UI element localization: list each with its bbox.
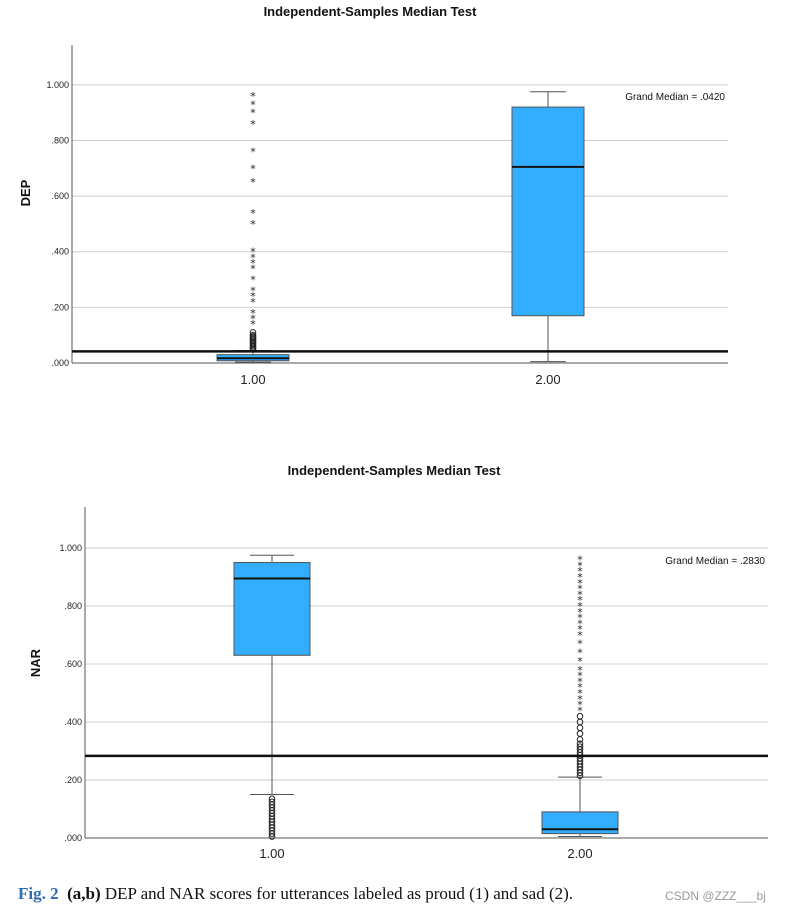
chart-b-outlier-star: *	[577, 594, 583, 607]
chart-a-outlier-star: *	[250, 257, 256, 270]
chart-a-outlier-circle	[249, 331, 257, 339]
chart-a-outlier-star: *	[250, 312, 256, 325]
chart-a-x-tick-label: 2.00	[535, 372, 560, 387]
chart-b-outlier-star: *	[577, 670, 583, 683]
chart-b-outlier-star: *	[577, 600, 583, 613]
chart-b-ytick-label: .000	[64, 833, 82, 843]
chart-b-outlier-circle	[268, 798, 276, 806]
chart-b-y-axis-label: NAR	[28, 648, 43, 677]
chart-b-outlier-star: *	[577, 583, 583, 596]
chart-a-outlier-star: *	[250, 290, 256, 303]
chart-b-ytick-label: .400	[64, 717, 82, 727]
chart-b-outlier-star: *	[577, 664, 583, 677]
chart-b-outlier-star: *	[577, 588, 583, 601]
chart-b-outlier-star: *	[577, 565, 583, 578]
chart-a-title: Independent-Samples Median Test	[264, 4, 478, 19]
chart-b-box-2.00	[541, 811, 619, 835]
chart-a-outlier-circle	[249, 329, 257, 336]
chart-b-outlier-star: *	[577, 606, 583, 619]
chart-b-outlier-star: *	[577, 655, 583, 668]
chart-a-outlier-star: *	[250, 176, 256, 189]
chart-b-ytick-label: .200	[64, 775, 82, 785]
chart-b-ytick-label: .600	[64, 659, 82, 669]
chart-b-title: Independent-Samples Median Test	[288, 463, 502, 478]
caption-panels: (a,b)	[67, 884, 101, 903]
chart-b-x-tick-label: 2.00	[567, 846, 592, 861]
chart-b-outlier-circle	[576, 712, 584, 720]
chart-b-outlier-star: *	[577, 577, 583, 590]
chart-a-ytick-label: .200	[51, 302, 69, 312]
chart-b-outlier-star: *	[577, 675, 583, 688]
chart-a-outlier-star: *	[250, 118, 256, 131]
chart-b-outlier-circle	[268, 795, 276, 803]
chart-a-ytick-label: .600	[51, 191, 69, 201]
chart-b-grand-median-label: Grand Median = .2830	[665, 556, 765, 567]
chart-a-outlier-star: *	[250, 262, 256, 275]
chart-b-outlier-circle	[576, 740, 584, 748]
chart-a-outlier-star: *	[250, 318, 256, 331]
chart-a-outlier-star: *	[250, 274, 256, 287]
chart-b-outlier-star: *	[577, 693, 583, 706]
chart-b-outlier-circle	[576, 730, 584, 737]
chart-b-outlier-circle	[576, 724, 584, 732]
chart-b-ytick-label: 1.000	[59, 543, 82, 553]
chart-a: Independent-Samples Median Test .000 .200.…	[0, 0, 786, 395]
watermark: CSDN @ZZZ___bj	[665, 889, 766, 903]
chart-b-outlier-star: *	[577, 554, 583, 567]
figure-caption: Fig. 2 (a,b) DEP and NAR scores for utte…	[18, 884, 778, 904]
chart-a-x-tick-label: 1.00	[240, 372, 265, 387]
chart-a-ytick-label: .800	[51, 135, 69, 145]
chart-b-outlier-star: *	[577, 638, 583, 651]
chart-a-outlier-star: *	[250, 251, 256, 264]
chart-b-outlier-star: *	[577, 681, 583, 694]
chart-a-box-2.00	[511, 106, 585, 317]
chart-b-outlier-star: *	[577, 617, 583, 630]
chart-a-outlier-star: *	[250, 90, 256, 103]
caption-text: DEP and NAR scores for utterances labele…	[104, 884, 574, 903]
chart-a-outlier-star: *	[250, 246, 256, 259]
chart-a-y-axis-label: DEP	[18, 179, 33, 206]
chart-a-outlier-star: *	[250, 307, 256, 320]
chart-a-outlier-star: *	[250, 146, 256, 159]
chart-b-outlier-star: *	[577, 704, 583, 717]
chart-a-outlier-star: *	[250, 285, 256, 298]
chart-b-outlier-star: *	[577, 646, 583, 659]
chart-a-outlier-star: *	[250, 98, 256, 111]
chart-b: Independent-Samples Median Test .000 .200.…	[0, 455, 786, 870]
chart-b-svg: Independent-Samples Median Test .000 .200.…	[28, 463, 768, 861]
chart-b-outlier-star: *	[577, 629, 583, 642]
chart-a-grand-median-label: Grand Median = .0420	[625, 92, 725, 103]
chart-a-outlier-star: *	[250, 107, 256, 120]
chart-b-outlier-star: *	[577, 612, 583, 625]
chart-b-ytick-label: .800	[64, 601, 82, 611]
chart-b-outlier-star: *	[577, 623, 583, 636]
chart-a-ytick-label: .000	[51, 358, 69, 368]
chart-a-ytick-label: .400	[51, 247, 69, 257]
chart-a-svg: Independent-Samples Median Test .000 .200.…	[18, 4, 728, 387]
chart-a-ytick-label: 1.000	[46, 80, 69, 90]
chart-a-outlier-star: *	[250, 296, 256, 309]
chart-a-outlier-star: *	[250, 207, 256, 220]
chart-b-outlier-star: *	[577, 559, 583, 572]
chart-b-outlier-circle	[576, 743, 584, 750]
chart-b-outlier-star: *	[577, 571, 583, 584]
chart-b-x-tick-label: 1.00	[259, 846, 284, 861]
chart-b-outlier-star: *	[577, 699, 583, 712]
chart-b-box-1.00	[233, 562, 311, 656]
chart-b-outlier-star: *	[577, 687, 583, 700]
caption-fig-label: Fig. 2	[18, 884, 59, 903]
chart-a-outlier-star: *	[250, 162, 256, 175]
chart-a-outlier-star: *	[250, 218, 256, 231]
